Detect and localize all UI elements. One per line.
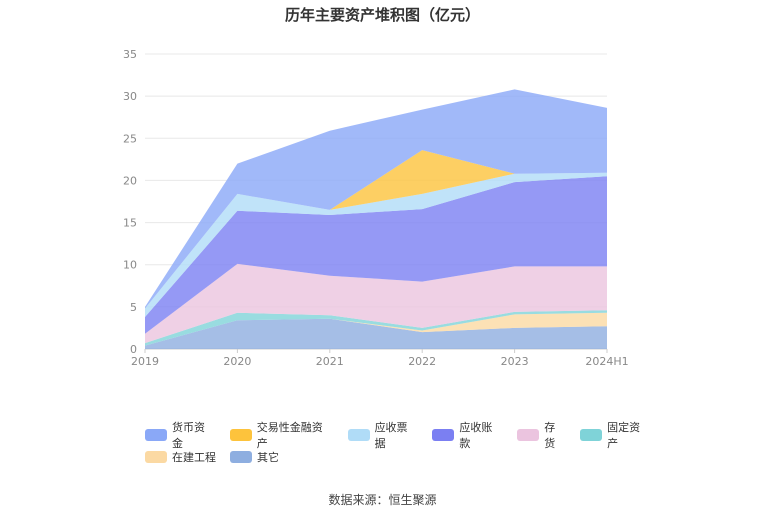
area-series-在建工程 [145,312,607,346]
y-tick-label: 15 [123,217,137,230]
area-series-固定资产 [145,310,607,346]
x-tick-label: 2020 [223,355,251,368]
legend-swatch [145,451,167,463]
legend-swatch [145,429,167,441]
legend-swatch [229,429,252,441]
legend-label: 其它 [257,451,279,464]
legend-item[interactable]: 应收票据 [347,419,419,451]
legend-item[interactable]: 其它 [230,449,279,465]
legend-item[interactable]: 交易性金融资产 [229,419,334,451]
legend: 货币资金 交易性金融资产 应收票据 应收账款 存货 固定资产 在建工程 其它 [145,421,665,468]
area-series-应收账款 [145,176,607,334]
legend-row: 在建工程 其它 [145,446,665,468]
legend-label: 固定资产 [607,421,641,450]
area-series-其它 [145,318,607,349]
legend-item[interactable]: 货币资金 [145,419,216,451]
x-tick-label: 2023 [501,355,529,368]
legend-item[interactable]: 在建工程 [145,449,216,465]
y-tick-label: 35 [123,48,137,61]
area-series-group [145,89,607,349]
x-tick-label: 2021 [316,355,344,368]
legend-row: 货币资金 交易性金融资产 应收票据 应收账款 存货 固定资产 [145,421,665,450]
area-series-应收票据 [145,172,607,317]
legend-label: 在建工程 [172,451,216,464]
stacked-area-chart: 0 5 10 15 20 25 30 35 2019 2020 2021 2022 2023 2024H1 [123,48,629,368]
y-tick-label: 5 [130,301,137,314]
x-tick-label: 2019 [131,355,159,368]
y-tick-label: 30 [123,90,137,103]
x-tick-label: 2022 [408,355,436,368]
legend-label: 交易性金融资产 [256,421,323,450]
axes: 0 5 10 15 20 25 30 35 2019 2020 2021 2022 2023 2024H1 [123,48,629,368]
x-tick-label: 2024H1 [585,355,628,368]
legend-label: 存货 [544,421,556,450]
y-tick-label: 20 [123,174,137,187]
legend-label: 应收票据 [374,421,408,450]
legend-swatch [230,451,252,463]
legend-label: 货币资金 [171,421,205,450]
legend-swatch [517,429,540,441]
legend-swatch [347,429,370,441]
source-note: 数据来源：恒生聚源 [328,493,437,507]
chart-title: 历年主要资产堆积图（亿元） [284,6,480,24]
legend-item[interactable]: 固定资产 [580,419,651,451]
y-tick-label: 25 [123,132,137,145]
area-series-交易性金融资产 [145,150,607,309]
legend-item[interactable]: 存货 [517,419,566,451]
legend-label: 应收账款 [459,421,493,450]
y-tick-label: 10 [123,259,137,272]
y-tick-label: 0 [130,343,137,356]
legend-swatch [432,429,455,441]
area-series-货币资金 [145,89,607,309]
legend-swatch [580,429,603,441]
legend-item[interactable]: 应收账款 [432,419,503,451]
area-series-存货 [145,263,607,344]
